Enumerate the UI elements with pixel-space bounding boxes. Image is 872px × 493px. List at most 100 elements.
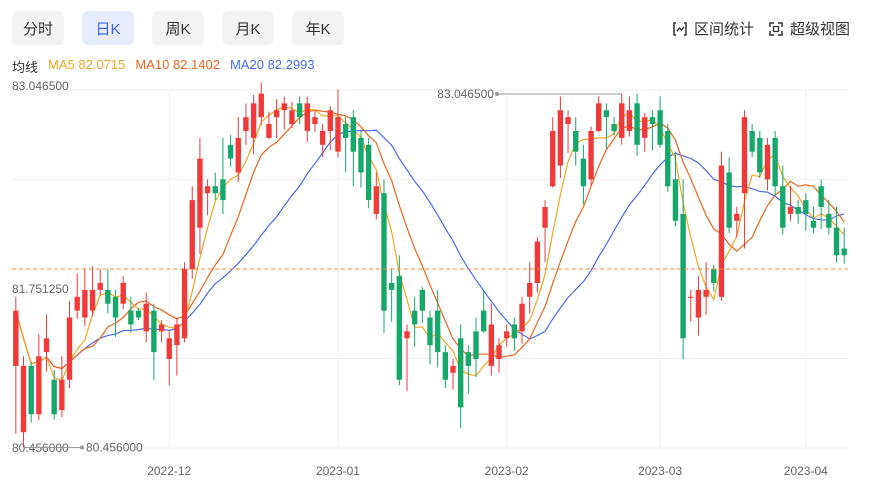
candle bbox=[411, 296, 418, 347]
candle bbox=[611, 117, 617, 136]
candle-body bbox=[296, 103, 303, 118]
candle-body bbox=[59, 379, 65, 411]
candle-body bbox=[450, 365, 456, 373]
candle-body bbox=[550, 130, 556, 187]
tab-intraday[interactable]: 分时 bbox=[12, 11, 64, 45]
candle bbox=[795, 200, 801, 224]
tab-monthly-k[interactable]: 月K bbox=[222, 11, 274, 45]
candle-body bbox=[273, 110, 280, 118]
candle bbox=[473, 317, 479, 377]
candle-body bbox=[151, 310, 157, 353]
candle-body bbox=[527, 282, 533, 297]
candle bbox=[504, 324, 510, 347]
candle-body bbox=[289, 110, 295, 125]
candle-body bbox=[381, 193, 387, 311]
candle bbox=[511, 317, 518, 351]
candle bbox=[619, 93, 625, 145]
candle-body bbox=[335, 117, 341, 152]
candle-body bbox=[588, 130, 594, 180]
candle-body bbox=[319, 130, 326, 145]
candle bbox=[266, 111, 272, 140]
ma10-legend-value: 82.1402 bbox=[172, 57, 220, 72]
candle bbox=[220, 137, 226, 214]
candle-body bbox=[442, 352, 449, 380]
interval-stats-button[interactable]: 区间统计 bbox=[672, 18, 754, 39]
candle-body bbox=[427, 317, 433, 346]
candle bbox=[13, 296, 19, 434]
candle-body bbox=[672, 179, 679, 221]
x-axis-tick-label: 2023-04 bbox=[784, 464, 828, 478]
candle bbox=[649, 110, 656, 151]
candle bbox=[534, 237, 541, 293]
candle bbox=[281, 96, 287, 130]
candle bbox=[342, 117, 349, 173]
candle-body bbox=[197, 158, 203, 228]
candle-body bbox=[557, 110, 564, 166]
candle bbox=[488, 303, 495, 376]
candle bbox=[787, 186, 794, 221]
candle-body bbox=[227, 144, 234, 159]
candle bbox=[672, 151, 679, 227]
super-view-button[interactable]: 超级视图 bbox=[768, 18, 850, 39]
candle-body bbox=[327, 110, 333, 131]
candle-body bbox=[243, 117, 249, 131]
ma10-legend-name: MA10 bbox=[135, 57, 170, 72]
x-axis-tick-label: 2023-01 bbox=[316, 464, 360, 478]
candle bbox=[626, 96, 633, 137]
candle-body bbox=[803, 200, 809, 214]
ma20-legend-name: MA20 bbox=[229, 57, 264, 72]
candle bbox=[780, 165, 786, 235]
candle-body bbox=[481, 310, 487, 332]
candle bbox=[166, 331, 172, 386]
candle bbox=[212, 172, 218, 201]
candle-body bbox=[573, 130, 579, 152]
candlestick-chart[interactable]: 83.046500 81.751250 80.456000 83.046500 80.4… bbox=[0, 80, 872, 493]
candle-body bbox=[519, 303, 525, 332]
candle bbox=[427, 310, 433, 365]
candle-body bbox=[43, 338, 50, 353]
candle bbox=[327, 106, 333, 151]
candle bbox=[703, 262, 709, 315]
expand-icon bbox=[768, 21, 784, 37]
candle-body bbox=[373, 186, 379, 214]
candle-body bbox=[28, 365, 34, 415]
candle-body bbox=[642, 117, 648, 138]
candle bbox=[757, 130, 763, 178]
candle bbox=[841, 227, 847, 264]
candle bbox=[381, 179, 387, 333]
candle-body bbox=[833, 227, 840, 256]
tab-daily-k[interactable]: 日K bbox=[82, 11, 134, 45]
candle bbox=[734, 206, 740, 238]
candle-body bbox=[603, 110, 610, 118]
candle-body bbox=[350, 117, 356, 152]
candle bbox=[481, 289, 487, 333]
candle bbox=[59, 356, 65, 418]
candle bbox=[442, 345, 449, 389]
candle-body bbox=[342, 124, 349, 138]
candle-body bbox=[695, 289, 702, 318]
candle-body bbox=[764, 144, 771, 180]
candle-body bbox=[166, 338, 172, 360]
candle-body bbox=[810, 220, 817, 228]
x-axis-tick-label: 2022-12 bbox=[147, 464, 191, 478]
candle-body bbox=[703, 289, 709, 297]
candle bbox=[527, 262, 533, 314]
candle bbox=[826, 200, 832, 235]
ma5-legend: MA5 82.0715 bbox=[48, 57, 125, 76]
candle bbox=[764, 137, 771, 191]
candle bbox=[181, 262, 188, 343]
candle bbox=[235, 117, 241, 183]
candle bbox=[243, 103, 249, 145]
tab-weekly-k[interactable]: 周K bbox=[152, 11, 204, 45]
candle-body bbox=[404, 331, 410, 339]
candle bbox=[112, 289, 119, 337]
candle-body bbox=[396, 276, 403, 380]
candle bbox=[335, 89, 341, 158]
tab-yearly-k[interactable]: 年K bbox=[292, 11, 344, 45]
candle bbox=[143, 292, 149, 343]
candle bbox=[496, 338, 502, 373]
candle-body bbox=[680, 213, 686, 339]
candle-body bbox=[89, 289, 96, 311]
candle bbox=[373, 172, 379, 220]
candle bbox=[174, 317, 180, 376]
